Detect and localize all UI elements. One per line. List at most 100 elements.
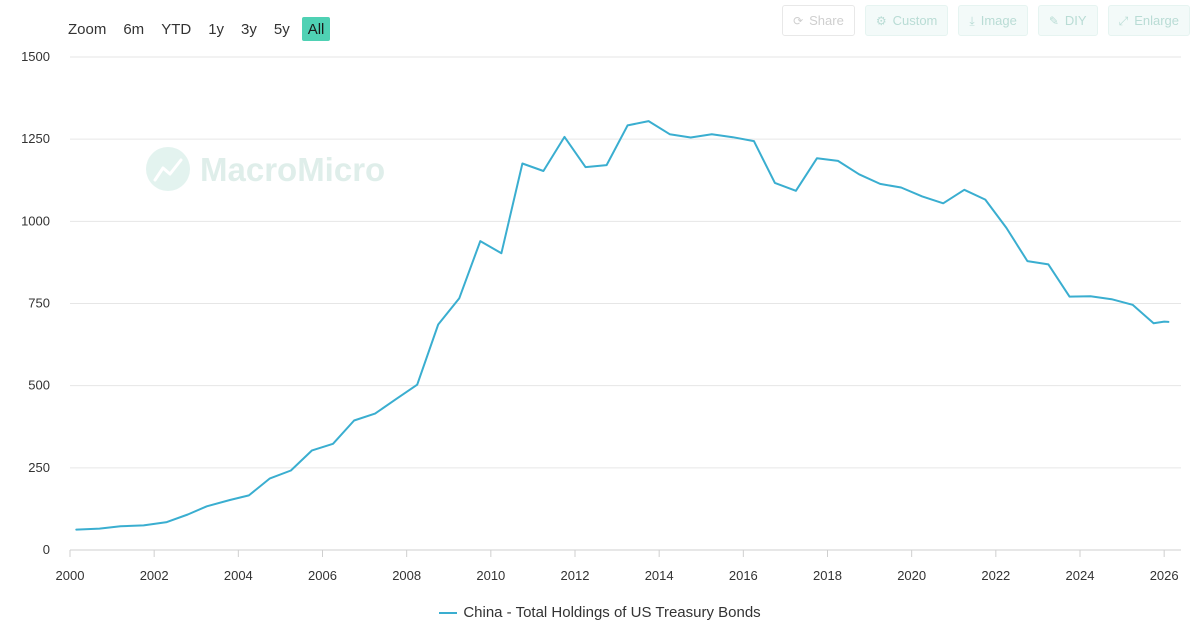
data-point [500, 252, 502, 254]
data-point [732, 136, 734, 138]
zoom-5y-button[interactable]: 5y [269, 17, 295, 41]
data-point [479, 240, 481, 242]
y-tick-label: 500 [28, 378, 50, 393]
data-point [647, 120, 649, 122]
legend-series-name: China - Total Holdings of US Treasury Bo… [463, 604, 761, 621]
data-point [1131, 304, 1133, 306]
data-point [774, 182, 776, 184]
y-tick-label: 1250 [21, 131, 50, 146]
image-button[interactable]: ⤓ Image [958, 5, 1028, 36]
data-point [605, 164, 607, 166]
watermark-logo [146, 147, 190, 191]
data-point [879, 183, 881, 185]
x-tick-label: 2004 [224, 568, 253, 583]
zoom-all-button[interactable]: All [301, 17, 331, 41]
data-point [1089, 295, 1091, 297]
custom-button[interactable]: ⚙ Custom [864, 5, 949, 36]
y-tick-label: 0 [43, 542, 50, 557]
x-tick-label: 2016 [729, 568, 758, 583]
data-point [1152, 322, 1154, 324]
action-toolbar: ⟳ Share ⚙ Custom ⤓ Image ✎ DIY ⤢ Enlarge [772, 5, 1190, 36]
x-tick-label: 2010 [476, 568, 505, 583]
series-layer [75, 120, 1170, 531]
data-point [142, 524, 144, 526]
x-tick-label: 2002 [140, 568, 169, 583]
expand-icon: ⤢ [1118, 13, 1129, 28]
data-point [563, 136, 565, 138]
x-tick-label: 2026 [1150, 568, 1179, 583]
x-tick-label: 2024 [1066, 568, 1095, 583]
macromicro-watermark: MacroMicro [146, 147, 385, 191]
data-point [1068, 295, 1070, 297]
x-tick-label: 2006 [308, 568, 337, 583]
data-point [521, 162, 523, 164]
x-tick-label: 2008 [392, 568, 421, 583]
y-tick-label: 1500 [21, 49, 50, 64]
diy-label: DIY [1064, 13, 1087, 28]
data-point [795, 190, 797, 192]
x-tick-label: 2020 [897, 568, 926, 583]
data-point [119, 525, 121, 527]
legend[interactable]: China - Total Holdings of US Treasury Bo… [0, 604, 1200, 621]
data-point [753, 140, 755, 142]
zoom-6m-button[interactable]: 6m [118, 17, 149, 41]
x-tick-label: 2022 [981, 568, 1010, 583]
data-point [816, 157, 818, 159]
data-point [269, 477, 271, 479]
custom-label: Custom [892, 13, 938, 28]
zoom-toolbar: Zoom 6m YTD 1y 3y 5y All [68, 16, 337, 42]
data-point [458, 297, 460, 299]
diy-button[interactable]: ✎ DIY [1037, 5, 1098, 36]
zoom-ytd-button[interactable]: YTD [156, 17, 196, 41]
data-point [900, 186, 902, 188]
data-point [290, 469, 292, 471]
data-point [584, 166, 586, 168]
data-point [416, 384, 418, 386]
data-point [98, 527, 100, 529]
data-point [1163, 320, 1165, 322]
gear-icon: ⚙ [875, 13, 887, 28]
data-point [963, 189, 965, 191]
data-point [229, 499, 231, 501]
data-point [248, 494, 250, 496]
data-point [166, 521, 168, 523]
data-point [837, 160, 839, 162]
legend-swatch [439, 611, 458, 614]
data-point [1167, 321, 1169, 323]
data-point [1005, 227, 1007, 229]
data-point [395, 398, 397, 400]
watermark-text: MacroMicro [200, 151, 385, 188]
data-point [437, 323, 439, 325]
image-label: Image [980, 13, 1017, 28]
data-point [690, 136, 692, 138]
data-point [942, 202, 944, 204]
data-point [1047, 263, 1049, 265]
series-line[interactable] [75, 120, 1170, 531]
data-point [626, 124, 628, 126]
data-point [1110, 298, 1112, 300]
zoom-1y-button[interactable]: 1y [203, 17, 229, 41]
share-label: Share [809, 13, 844, 28]
data-point [1026, 260, 1028, 262]
y-tick-label: 250 [28, 460, 50, 475]
data-point [374, 412, 376, 414]
data-point [711, 133, 713, 135]
enlarge-button[interactable]: ⤢ Enlarge [1107, 5, 1190, 36]
y-tick-label: 750 [28, 296, 50, 311]
data-point [669, 133, 671, 135]
download-icon: ⤓ [969, 13, 975, 28]
y-tick-label: 1000 [21, 213, 50, 228]
zoom-3y-button[interactable]: 3y [236, 17, 262, 41]
pencil-icon: ✎ [1048, 13, 1059, 28]
enlarge-label: Enlarge [1134, 13, 1179, 28]
data-point [353, 419, 355, 421]
data-point [187, 513, 189, 515]
x-tick-label: 2012 [561, 568, 590, 583]
share-button[interactable]: ⟳ Share [782, 5, 855, 36]
data-point [542, 170, 544, 172]
axes: 0 250 500 750 1000 1250 1500 2000 2002 2004 2006 20… [21, 49, 1181, 583]
watermark-logo-trend [153, 158, 183, 182]
data-point [332, 443, 334, 445]
data-point [206, 505, 208, 507]
